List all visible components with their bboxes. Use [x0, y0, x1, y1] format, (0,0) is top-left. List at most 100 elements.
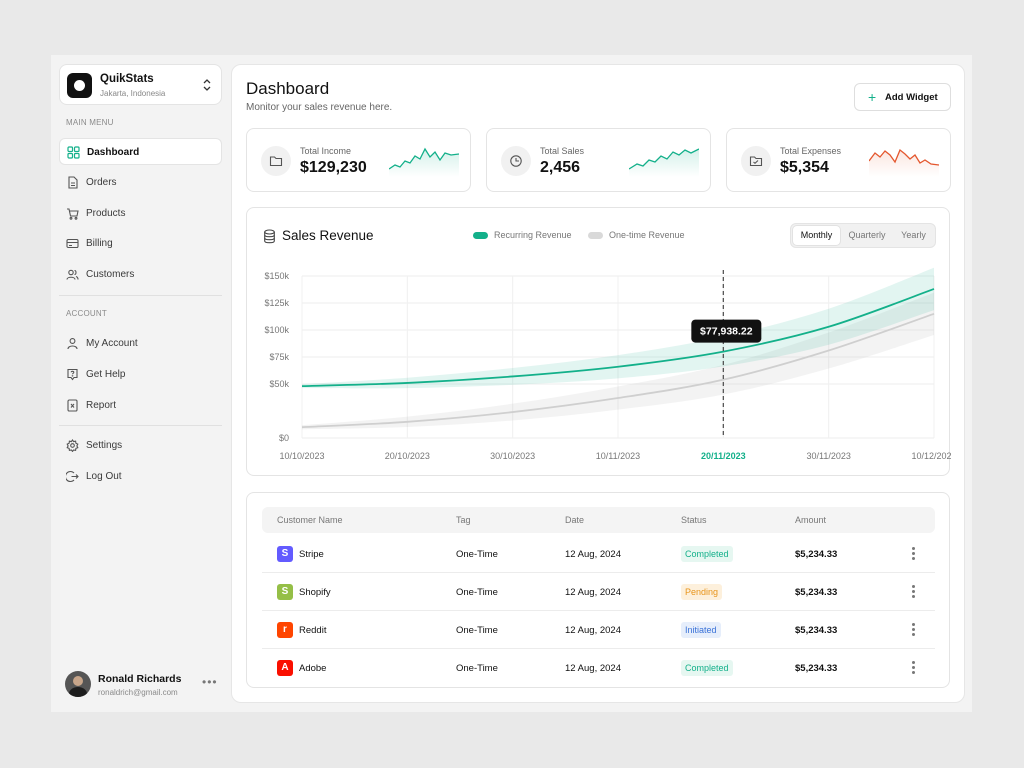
brand-name: QuikStats [100, 73, 154, 85]
stat-label: Total Income [300, 146, 352, 156]
table-row[interactable]: S Shopify One-Time 12 Aug, 2024 Pending $5,23… [262, 573, 935, 611]
date-cell: 12 Aug, 2024 [565, 625, 621, 636]
report-icon [67, 399, 78, 412]
customer-name: Reddit [299, 625, 327, 636]
column-date[interactable]: Date [565, 515, 585, 525]
account-label: ACCOUNT [66, 309, 107, 318]
company-logo-icon: S [277, 546, 293, 562]
period-quarterly[interactable]: Quarterly [848, 230, 886, 240]
row-menu-icon[interactable] [909, 583, 917, 601]
stat-label: Total Sales [540, 146, 585, 156]
legend-swatch [473, 231, 488, 239]
y-tick-label: $100k [264, 325, 289, 335]
more-options-icon[interactable]: ••• [202, 675, 218, 689]
page-subtitle: Monitor your sales revenue here. [246, 102, 393, 113]
sidebar-item-label: Billing [86, 238, 113, 249]
date-cell: 12 Aug, 2024 [565, 663, 621, 674]
avatar [65, 671, 91, 697]
sidebar-item-orders[interactable]: Orders [59, 169, 222, 196]
tooltip-value: $77,938.22 [700, 326, 753, 338]
main-menu-label: MAIN MENU [66, 118, 114, 127]
sidebar-divider [59, 425, 222, 426]
brand-logo [67, 73, 92, 98]
database-icon [264, 229, 275, 244]
customer-name: Adobe [299, 663, 327, 674]
date-cell: 12 Aug, 2024 [565, 587, 621, 598]
status-badge: Pending [681, 584, 723, 600]
table-row[interactable]: S Stripe One-Time 12 Aug, 2024 Completed $5,2… [262, 535, 935, 573]
sidebar-item-label: Customers [86, 269, 135, 280]
sidebar-item-label: Dashboard [87, 147, 140, 158]
document-icon [68, 176, 78, 189]
add-widget-button[interactable]: + Add Widget [854, 83, 951, 111]
row-menu-icon[interactable] [909, 659, 917, 677]
stat-card-total-income[interactable]: Total Income $129,230 [246, 128, 471, 192]
y-tick-label: $75k [269, 352, 289, 362]
x-tick-label: 20/11/2023 [701, 451, 746, 461]
legend-recurring: Recurring Revenue [473, 230, 572, 240]
folder-icon [269, 156, 283, 167]
period-monthly[interactable]: Monthly [793, 226, 840, 245]
legend-swatch [588, 231, 603, 239]
row-menu-icon[interactable] [909, 621, 917, 639]
legend-label: Recurring Revenue [494, 230, 572, 240]
sidebar-item-billing[interactable]: Billing [59, 230, 222, 257]
sidebar-divider [59, 295, 222, 296]
sidebar-item-get-help[interactable]: Get Help [59, 361, 222, 388]
grid-icon [67, 146, 80, 159]
x-tick-label: 10/10/2023 [279, 451, 324, 461]
sales-sparkline [629, 148, 699, 177]
period-toggle: Monthly Quarterly Yearly [790, 223, 936, 248]
workspace-switcher[interactable]: QuikStats Jakarta, Indonesia [59, 64, 222, 105]
user-profile[interactable]: Ronald Richards ronaldrich@gmail.com ••• [65, 671, 225, 701]
sidebar-item-products[interactable]: Products [59, 200, 222, 227]
sidebar-item-report[interactable]: Report [59, 392, 222, 419]
stat-card-total-sales[interactable]: Total Sales 2,456 [486, 128, 711, 192]
tag-cell: One-Time [456, 663, 498, 674]
y-tick-label: $125k [264, 298, 289, 308]
table-header: Customer Name Tag Date Status Amount [262, 507, 935, 533]
app-window: QuikStats Jakarta, Indonesia MAIN MENU D… [51, 55, 972, 712]
sidebar-item-customers[interactable]: Customers [59, 261, 222, 288]
transactions-table: Customer Name Tag Date Status Amount S St… [246, 492, 950, 688]
column-status[interactable]: Status [681, 515, 707, 525]
tag-cell: One-Time [456, 625, 498, 636]
x-tick-label: 10/12/2023 [911, 451, 951, 461]
sidebar-item-log-out[interactable]: Log Out [59, 463, 222, 490]
column-amount[interactable]: Amount [795, 515, 827, 525]
period-yearly[interactable]: Yearly [901, 230, 926, 240]
column-tag[interactable]: Tag [456, 515, 471, 525]
confidence-band [302, 267, 934, 389]
table-row[interactable]: A Adobe One-Time 12 Aug, 2024 Completed $5,23… [262, 649, 935, 687]
x-tick-label: 20/10/2023 [385, 451, 430, 461]
status-badge: Initiated [681, 622, 721, 638]
user-name: Ronald Richards [98, 673, 182, 685]
chevron-updown-icon[interactable] [202, 77, 212, 93]
stat-label: Total Expenses [780, 146, 842, 156]
sidebar-item-label: Report [86, 400, 117, 411]
column-customer-name[interactable]: Customer Name [277, 515, 343, 525]
series-line-recurring [301, 288, 935, 388]
x-tick-label: 30/10/2023 [490, 451, 535, 461]
card-icon [66, 238, 79, 249]
sidebar-item-label: Settings [86, 440, 123, 451]
sidebar-item-my-account[interactable]: My Account [59, 330, 222, 357]
amount-cell: $5,234.33 [795, 663, 838, 674]
cart-icon [67, 208, 79, 220]
stat-value: 2,456 [540, 159, 581, 176]
stat-card-total-expenses[interactable]: Total Expenses $5,354 [726, 128, 951, 192]
row-menu-icon[interactable] [909, 545, 917, 563]
y-tick-label: $150k [264, 271, 289, 281]
main-panel: Dashboard Monitor your sales revenue her… [231, 64, 965, 703]
sidebar-item-settings[interactable]: Settings [59, 432, 222, 459]
sidebar-item-dashboard[interactable]: Dashboard [59, 138, 222, 165]
tooltip-box [691, 319, 762, 343]
wallet-icon [749, 156, 763, 167]
pie-icon [510, 155, 522, 167]
table-row[interactable]: r Reddit One-Time 12 Aug, 2024 Initiated $5,2… [262, 611, 935, 649]
sidebar-item-label: Orders [86, 177, 117, 188]
gear-icon [66, 439, 79, 452]
stat-icon-wrap [501, 146, 531, 176]
user-icon [67, 338, 78, 350]
customer-name: Shopify [299, 587, 331, 598]
